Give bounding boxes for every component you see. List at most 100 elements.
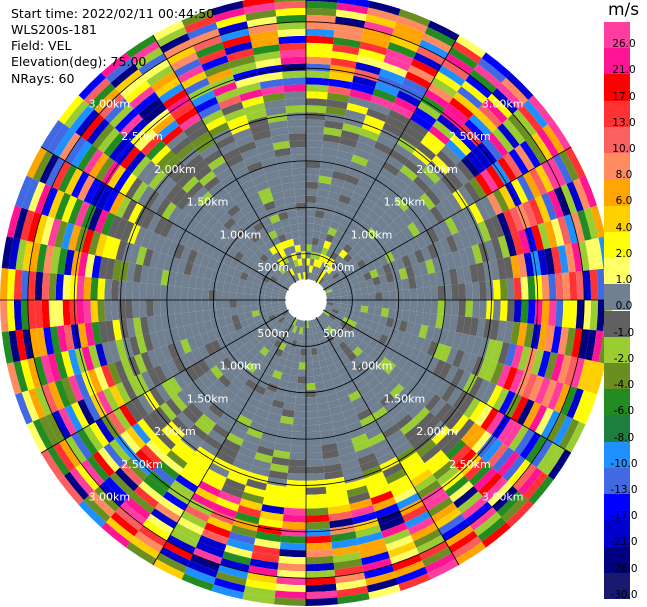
- velocity-gate: [120, 430, 141, 454]
- velocity-gate: [195, 276, 204, 290]
- velocity-gate: [256, 64, 282, 76]
- velocity-gate: [224, 274, 234, 285]
- velocity-gate: [334, 432, 352, 443]
- velocity-gate: [280, 218, 291, 228]
- velocity-gate: [153, 365, 168, 384]
- velocity-gate: [143, 103, 167, 125]
- velocity-gate: [338, 395, 352, 406]
- center-blank: [286, 280, 326, 320]
- velocity-gate: [371, 204, 386, 218]
- velocity-gate: [322, 449, 340, 460]
- velocity-gate: [177, 64, 205, 84]
- velocity-gate: [226, 204, 241, 218]
- velocity-gate: [336, 438, 354, 450]
- velocity-gate: [147, 470, 172, 492]
- velocity-gate: [34, 271, 44, 300]
- velocity-gate: [425, 259, 436, 274]
- velocity-gate: [253, 538, 281, 549]
- velocity-gate: [125, 400, 143, 423]
- velocity-gate: [368, 484, 391, 499]
- velocity-gate: [133, 91, 159, 114]
- velocity-gate: [528, 475, 554, 505]
- velocity-gate: [362, 558, 392, 573]
- velocity-gate: [255, 319, 264, 328]
- velocity-gate: [378, 230, 391, 243]
- velocity-gate: [183, 261, 194, 276]
- velocity-gate: [335, 16, 366, 28]
- velocity-gate: [509, 206, 525, 232]
- velocity-gate: [256, 143, 275, 155]
- velocity-gate: [300, 348, 306, 356]
- velocity-gate: [433, 240, 445, 257]
- velocity-gate: [277, 357, 287, 367]
- velocity-gate: [458, 248, 470, 267]
- velocity-gate: [320, 225, 330, 234]
- velocity-gate: [283, 281, 291, 288]
- velocity-gate: [306, 63, 331, 72]
- velocity-gate: [425, 326, 436, 341]
- velocity-gate: [203, 408, 221, 424]
- velocity-gate: [175, 142, 196, 161]
- velocity-gate: [99, 481, 125, 507]
- velocity-gate: [376, 450, 397, 466]
- velocity-gate: [452, 189, 469, 210]
- velocity-gate: [181, 9, 214, 27]
- velocity-gate: [0, 268, 9, 300]
- velocity-gate: [278, 342, 287, 351]
- velocity-gate: [217, 393, 233, 407]
- velocity-gate: [187, 402, 204, 419]
- velocity-gate: [273, 339, 282, 349]
- velocity-gate: [331, 308, 340, 315]
- velocity-gate: [282, 514, 306, 523]
- velocity-gate: [312, 319, 318, 327]
- velocity-gate: [277, 233, 287, 243]
- velocity-gate: [75, 463, 100, 491]
- velocity-gate: [316, 196, 328, 205]
- velocity-gate: [372, 179, 388, 194]
- velocity-gate: [57, 247, 68, 275]
- velocity-gate: [191, 492, 216, 510]
- velocity-gate: [261, 275, 270, 283]
- velocity-gate: [351, 433, 369, 446]
- colorbar-tick-label: -13.0: [610, 483, 638, 496]
- velocity-gate: [253, 51, 281, 62]
- velocity-gate: [336, 200, 349, 212]
- velocity-gate: [256, 361, 268, 373]
- velocity-gate: [154, 77, 181, 98]
- velocity-gate: [481, 137, 503, 161]
- velocity-gate: [590, 205, 606, 238]
- velocity-gate: [97, 278, 106, 300]
- velocity-gate: [352, 253, 363, 264]
- velocity-gate: [353, 147, 372, 161]
- velocity-gate: [379, 516, 405, 532]
- velocity-gate: [273, 392, 286, 402]
- velocity-gate: [0, 300, 9, 332]
- velocity-gate: [314, 325, 321, 334]
- velocity-gate: [167, 376, 183, 394]
- velocity-gate: [449, 97, 474, 120]
- range-ring-label: 2.00km: [154, 163, 196, 176]
- velocity-gate: [167, 485, 192, 505]
- velocity-gate: [568, 300, 578, 329]
- velocity-gate: [193, 377, 208, 394]
- velocity-gate: [295, 340, 302, 349]
- colorbar-tick-label: -8.0: [613, 431, 635, 444]
- velocity-gate: [387, 541, 417, 558]
- velocity-gate: [199, 413, 217, 430]
- velocity-gate: [534, 164, 554, 193]
- velocity-gate: [354, 209, 368, 222]
- velocity-gate: [255, 332, 265, 342]
- velocity-gate: [199, 440, 220, 457]
- velocity-gate: [152, 114, 176, 135]
- velocity-gate: [306, 126, 325, 134]
- velocity-gate: [288, 133, 306, 141]
- velocity-gate: [287, 381, 298, 390]
- velocity-gate: [354, 268, 364, 278]
- velocity-gate: [77, 174, 96, 201]
- velocity-gate: [523, 471, 548, 501]
- velocity-gate: [346, 485, 369, 498]
- velocity-gate: [458, 333, 470, 352]
- velocity-gate: [486, 132, 509, 157]
- velocity-gate: [147, 367, 162, 387]
- velocity-gate: [482, 476, 508, 502]
